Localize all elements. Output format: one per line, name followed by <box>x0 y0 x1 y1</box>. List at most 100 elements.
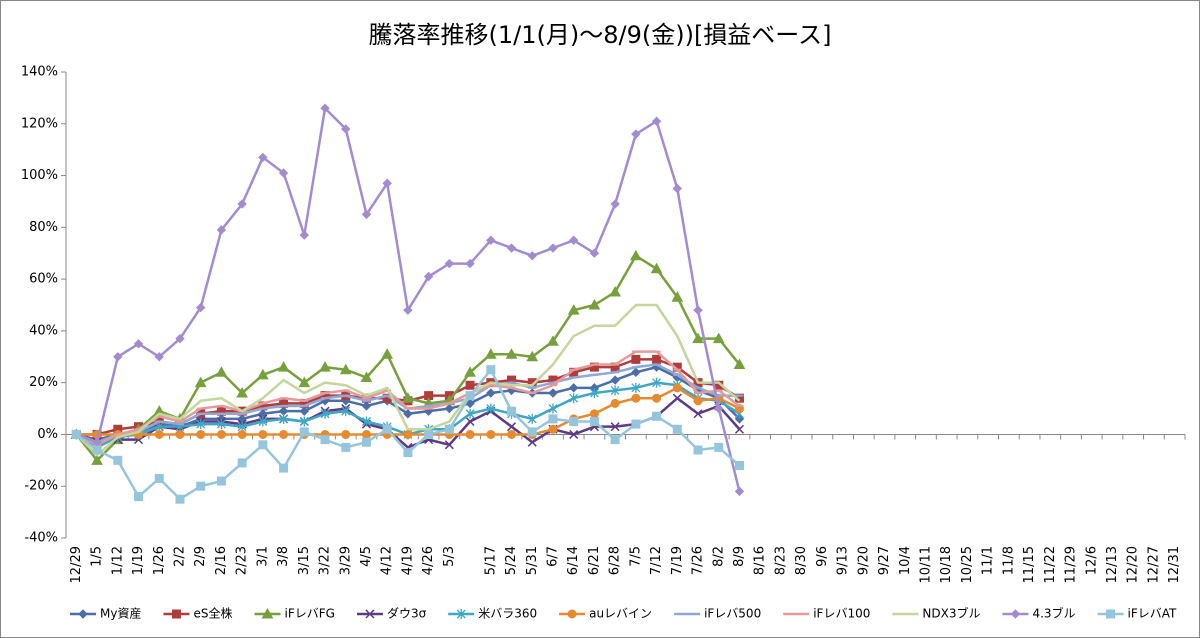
data-point <box>609 286 621 297</box>
data-point <box>382 178 392 189</box>
data-point <box>652 411 662 421</box>
data-point <box>279 413 289 424</box>
x-tick-label: 12/31 <box>1167 546 1182 583</box>
data-point <box>589 409 599 419</box>
data-point <box>423 271 434 282</box>
data-point <box>194 376 207 388</box>
x-tick-label: 1/19 <box>131 546 146 575</box>
data-point <box>589 417 599 426</box>
x-tick-label: 2/23 <box>235 546 250 575</box>
x-tick-label: 2/16 <box>214 546 229 575</box>
legend-label: 4.3ブル <box>1032 606 1075 621</box>
data-point <box>465 416 475 427</box>
data-point <box>361 437 371 447</box>
x-tick-label: 3/15 <box>297 546 312 575</box>
y-tick-label: 60% <box>29 272 58 287</box>
data-point <box>588 298 601 310</box>
legend-label: iFレバFG <box>284 607 334 621</box>
data-point <box>237 429 247 439</box>
data-point <box>92 445 102 455</box>
x-tick-label: 10/11 <box>918 546 933 583</box>
data-point <box>631 393 641 403</box>
data-point <box>196 429 206 439</box>
data-point <box>403 429 413 439</box>
data-point <box>299 406 310 416</box>
x-tick-label: 6/7 <box>545 546 560 567</box>
marker <box>365 609 375 619</box>
data-point <box>567 304 580 315</box>
x-tick-label: 8/9 <box>732 546 747 567</box>
data-point <box>693 445 703 455</box>
data-point <box>403 448 413 458</box>
data-point <box>464 366 476 377</box>
data-point <box>237 458 247 468</box>
x-tick-label: 4/26 <box>421 546 436 575</box>
data-point <box>134 492 144 502</box>
chart-title: 騰落率推移(1/1(月)～8/9(金))[損益ベース] <box>369 21 832 49</box>
data-point <box>299 230 310 240</box>
data-point <box>175 333 185 344</box>
data-point <box>548 388 558 398</box>
x-tick-label: 7/26 <box>691 546 706 575</box>
data-point <box>733 358 746 370</box>
data-point <box>506 243 517 253</box>
data-point <box>672 383 682 393</box>
data-point <box>465 408 475 419</box>
data-point <box>651 116 662 126</box>
data-point <box>630 249 642 261</box>
x-tick-label: 9/27 <box>877 546 892 575</box>
legend-item: ダウ3σ <box>356 606 427 621</box>
data-point <box>672 393 682 403</box>
data-point <box>507 406 517 416</box>
data-point <box>465 258 475 269</box>
x-tick-label: 9/13 <box>836 546 851 575</box>
legend-item: NDX3ブル <box>892 606 980 621</box>
x-tick-label: 11/29 <box>1064 546 1079 583</box>
x-tick-label: 3/29 <box>338 546 353 575</box>
x-tick-label: 9/20 <box>856 546 871 575</box>
data-point <box>631 354 641 364</box>
data-point <box>361 401 372 411</box>
data-point <box>692 332 704 344</box>
y-tick-label: 100% <box>21 168 58 183</box>
data-point <box>236 386 248 398</box>
x-tick-label: 11/22 <box>1043 546 1058 583</box>
data-point <box>154 352 164 362</box>
data-point <box>402 392 414 403</box>
data-point <box>672 424 682 434</box>
legend-item: auレバイン <box>559 607 652 621</box>
data-point <box>339 363 352 375</box>
data-point <box>195 302 206 313</box>
y-tick-label: 140% <box>21 65 58 80</box>
data-point <box>712 332 725 344</box>
legend-label: NDX3ブル <box>922 606 980 621</box>
data-point <box>465 380 475 390</box>
legend-label: 米バラ360 <box>478 607 537 621</box>
data-point <box>569 393 579 404</box>
legend-label: iFレバAT <box>1128 607 1178 621</box>
data-point <box>424 429 434 439</box>
data-point <box>506 422 517 432</box>
legend-label: auレバイン <box>589 607 652 621</box>
data-point <box>548 403 558 414</box>
data-point <box>734 414 745 424</box>
data-point <box>693 396 703 406</box>
legend-item: 4.3ブル <box>1002 606 1076 621</box>
data-point <box>671 291 684 302</box>
x-tick-label: 11/8 <box>1001 546 1016 575</box>
data-point <box>610 375 620 385</box>
marker <box>171 609 181 619</box>
x-tick-label: 6/21 <box>587 546 602 575</box>
data-point <box>650 262 663 274</box>
data-point <box>382 424 392 434</box>
y-tick-label: 40% <box>29 323 58 338</box>
data-point <box>319 361 331 372</box>
data-point <box>486 365 496 375</box>
x-tick-label: 10/4 <box>898 546 913 575</box>
data-point <box>320 103 330 113</box>
data-point <box>258 416 268 427</box>
data-point <box>652 354 662 364</box>
series-line <box>75 303 741 457</box>
data-point <box>278 168 289 178</box>
